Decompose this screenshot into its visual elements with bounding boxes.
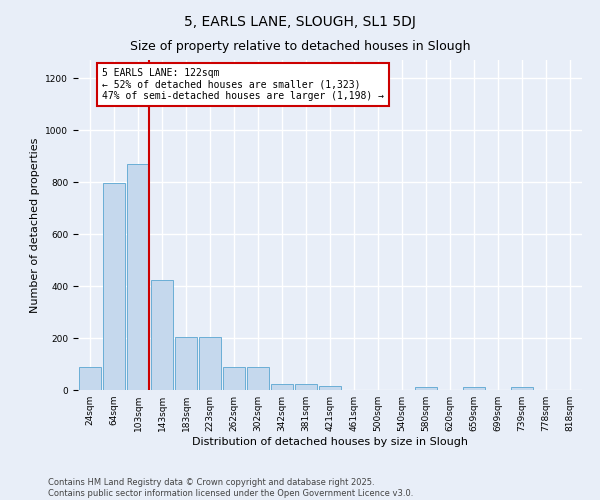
Bar — [271, 384, 293, 390]
Bar — [127, 164, 149, 390]
Bar — [319, 386, 341, 390]
Bar — [247, 366, 269, 390]
Text: Size of property relative to detached houses in Slough: Size of property relative to detached ho… — [130, 40, 470, 53]
Bar — [223, 366, 245, 390]
Bar — [415, 388, 437, 390]
Text: 5 EARLS LANE: 122sqm
← 52% of detached houses are smaller (1,323)
47% of semi-de: 5 EARLS LANE: 122sqm ← 52% of detached h… — [102, 68, 384, 101]
Bar — [511, 388, 533, 390]
Text: 5, EARLS LANE, SLOUGH, SL1 5DJ: 5, EARLS LANE, SLOUGH, SL1 5DJ — [184, 15, 416, 29]
Bar — [103, 184, 125, 390]
Bar — [79, 366, 101, 390]
Bar — [463, 388, 485, 390]
Y-axis label: Number of detached properties: Number of detached properties — [30, 138, 40, 312]
Bar — [175, 336, 197, 390]
Bar — [295, 384, 317, 390]
Text: Contains HM Land Registry data © Crown copyright and database right 2025.
Contai: Contains HM Land Registry data © Crown c… — [48, 478, 413, 498]
Bar — [199, 336, 221, 390]
X-axis label: Distribution of detached houses by size in Slough: Distribution of detached houses by size … — [192, 437, 468, 447]
Bar — [151, 280, 173, 390]
